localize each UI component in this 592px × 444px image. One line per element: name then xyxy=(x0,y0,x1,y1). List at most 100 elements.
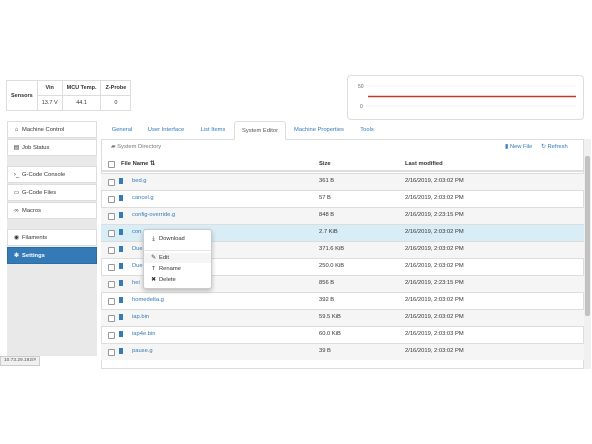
file-name[interactable]: con xyxy=(132,229,142,235)
file-name[interactable]: cancel.g xyxy=(132,195,154,201)
sensor-value-zprobe: 0 xyxy=(100,95,132,111)
table-row[interactable]: bed.g 361 B 2/16/2019, 2:03:02 PM xyxy=(101,173,584,190)
row-checkbox[interactable] xyxy=(108,332,115,339)
new-file-button[interactable]: ▮ New File xyxy=(505,144,532,150)
menu-item-label: Download xyxy=(159,236,185,242)
tab-tools[interactable]: Tools xyxy=(360,127,374,133)
file-date: 2/16/2019, 2:03:02 PM xyxy=(405,246,464,252)
table-row[interactable]: Due 371.6 KiB 2/16/2019, 2:03:02 PM xyxy=(101,241,584,258)
menu-item-delete[interactable]: ✖ Delete xyxy=(144,275,211,285)
menu-item-download[interactable]: ⤓ Download xyxy=(144,234,211,244)
sidebar: ⌂ Machine Control ▤ Job Status ›_ G-Code… xyxy=(7,121,97,356)
tab-list-items[interactable]: List Items xyxy=(200,127,226,133)
file-date: 2/16/2019, 2:03:02 PM xyxy=(405,178,464,184)
table-row[interactable]: pause.g 39 B 2/16/2019, 2:03:02 PM xyxy=(101,343,584,360)
menu-item-rename[interactable]: T Rename xyxy=(144,264,211,274)
folder-open-icon: ▰ xyxy=(111,144,118,150)
menu-item-label: Delete xyxy=(159,277,176,283)
file-name[interactable]: bed.g xyxy=(132,178,147,184)
file-size: 371.6 KiB xyxy=(319,246,345,252)
select-all-checkbox[interactable] xyxy=(108,161,115,168)
row-checkbox[interactable] xyxy=(108,315,115,322)
file-size: 392 B xyxy=(319,297,335,303)
directory-bar: ▰ System Directory ▮ New File ↻ Refresh xyxy=(101,139,584,156)
refresh-button[interactable]: ↻ Refresh xyxy=(541,144,568,150)
file-name[interactable]: homedelta.g xyxy=(132,297,164,303)
pencil-icon: ✎ xyxy=(151,255,156,261)
file-date: 2/16/2019, 2:23:15 PM xyxy=(405,280,464,286)
sidebar-item-machine-control[interactable]: ⌂ Machine Control xyxy=(7,121,97,138)
menu-item-edit[interactable]: ✎ Edit xyxy=(144,253,211,263)
file-name[interactable]: Due xyxy=(132,246,143,252)
file-date: 2/16/2019, 2:03:02 PM xyxy=(405,314,464,320)
table-row[interactable]: cancel.g 57 B 2/16/2019, 2:03:02 PM xyxy=(101,190,584,207)
table-row[interactable]: homedelta.g 392 B 2/16/2019, 2:03:02 PM xyxy=(101,292,584,309)
tab-user-interface[interactable]: User Interface xyxy=(147,127,185,133)
row-checkbox[interactable] xyxy=(108,179,115,186)
file-context-menu: ⤓ Download ✎ Edit T Rename ✖ Delete xyxy=(143,229,212,289)
row-checkbox[interactable] xyxy=(108,281,115,288)
new-file-label: New File xyxy=(509,144,533,150)
row-checkbox[interactable] xyxy=(108,349,115,356)
directory-breadcrumb: ▰ System Directory xyxy=(111,144,161,150)
sidebar-item-label: Settings xyxy=(22,252,45,259)
page-scrollbar[interactable] xyxy=(584,139,591,369)
row-checkbox[interactable] xyxy=(108,230,115,237)
file-name[interactable]: hei xyxy=(132,280,140,286)
file-name[interactable]: Due xyxy=(132,263,143,269)
table-row[interactable]: iap4e.bin 60.0 KiB 2/16/2019, 2:03:03 PM xyxy=(101,326,584,343)
file-date: 2/16/2019, 2:03:02 PM xyxy=(405,195,464,201)
sensors-header: Sensors xyxy=(6,80,38,111)
text-icon: T xyxy=(151,266,156,272)
row-checkbox[interactable] xyxy=(108,264,115,271)
file-icon xyxy=(119,280,123,286)
table-row[interactable]: con 2.7 KiB 2/16/2019, 2:03:02 PM xyxy=(101,224,584,241)
refresh-icon: ↻ xyxy=(541,144,548,150)
tab-general[interactable]: General xyxy=(111,127,133,133)
sidebar-item-job-status[interactable]: ▤ Job Status xyxy=(7,139,97,156)
disc-icon: ◉ xyxy=(13,235,20,241)
file-icon xyxy=(119,297,123,303)
file-size: 39 B xyxy=(319,348,331,354)
sidebar-item-gcode-files[interactable]: ▭ G-Code Files xyxy=(7,184,97,201)
status-url: 10.73.29.192/# xyxy=(0,356,41,366)
row-checkbox[interactable] xyxy=(108,247,115,254)
file-name[interactable]: pause.g xyxy=(132,348,153,354)
column-last-modified[interactable]: Last modified xyxy=(405,161,443,167)
column-size[interactable]: Size xyxy=(319,161,331,167)
tab-system-editor[interactable]: System Editor xyxy=(234,121,286,140)
table-row[interactable]: hei 856 B 2/16/2019, 2:23:15 PM xyxy=(101,275,584,292)
file-name[interactable]: config-override.g xyxy=(132,212,176,218)
sidebar-item-settings[interactable]: ✻ Settings xyxy=(7,247,97,264)
menu-item-label: Edit xyxy=(159,255,169,261)
file-date: 2/16/2019, 2:03:02 PM xyxy=(405,348,464,354)
sidebar-item-filaments[interactable]: ◉ Filaments xyxy=(7,229,97,246)
file-icon xyxy=(119,246,123,252)
column-filename[interactable]: File Name ⇅ xyxy=(121,161,155,167)
terminal-icon: ›_ xyxy=(13,171,20,178)
row-checkbox[interactable] xyxy=(108,196,115,203)
scrollbar-thumb[interactable] xyxy=(585,156,590,316)
sidebar-item-gcode-console[interactable]: ›_ G-Code Console xyxy=(7,166,97,183)
sensor-col-mcu: MCU Temp. xyxy=(61,80,102,96)
link-icon: ∞ xyxy=(14,207,19,214)
sidebar-item-macros[interactable]: ∞ Macros xyxy=(7,202,97,219)
home-icon: ⌂ xyxy=(14,126,19,133)
row-checkbox[interactable] xyxy=(108,213,115,220)
chart-svg: 50 0 xyxy=(358,84,576,110)
table-row[interactable]: iap.bin 59.5 KiB 2/16/2019, 2:03:02 PM xyxy=(101,309,584,326)
tab-machine-properties[interactable]: Machine Properties xyxy=(294,127,344,133)
row-checkbox[interactable] xyxy=(108,298,115,305)
table-row[interactable]: Due 250.0 KiB 2/16/2019, 2:03:02 PM xyxy=(101,258,584,275)
sensor-value-vin: 13.7 V xyxy=(36,95,63,111)
file-size: 60.0 KiB xyxy=(319,331,341,337)
file-icon xyxy=(119,314,123,320)
file-name[interactable]: iap4e.bin xyxy=(132,331,156,337)
file-date: 2/16/2019, 2:03:02 PM xyxy=(405,229,464,235)
file-icon xyxy=(119,195,123,201)
file-name[interactable]: iap.bin xyxy=(132,314,150,320)
cog-icon: ✻ xyxy=(13,253,20,259)
table-row[interactable]: config-override.g 848 B 2/16/2019, 2:23:… xyxy=(101,207,584,224)
file-date: 2/16/2019, 2:03:03 PM xyxy=(405,331,464,337)
sidebar-item-label: Filaments xyxy=(22,234,48,241)
